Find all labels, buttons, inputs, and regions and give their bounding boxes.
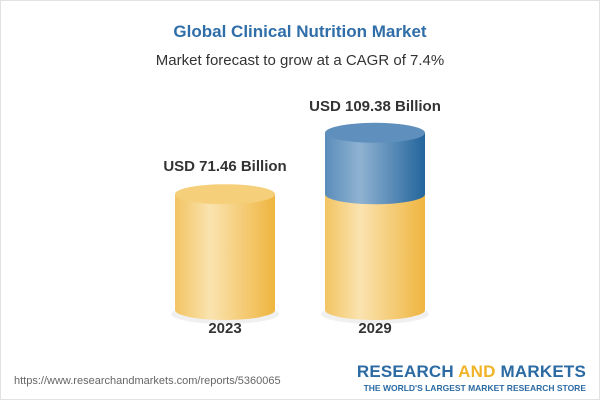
- category-label-2023: 2023: [208, 320, 241, 337]
- brand-logo: RESEARCH AND MARKETS THE WORLD'S LARGEST…: [356, 362, 586, 393]
- chart-title: Global Clinical Nutrition Market: [173, 22, 427, 41]
- cylinder-growth-2029-top: [325, 122, 425, 143]
- data-label-2029: USD 109.38 Billion: [309, 98, 441, 115]
- cylinder-2023-top: [175, 184, 275, 205]
- chart-subtitle: Market forecast to grow at a CAGR of 7.4…: [155, 52, 445, 69]
- source-url[interactable]: https://www.researchandmarkets.com/repor…: [14, 375, 281, 387]
- cylinder-base-2029-body: [325, 194, 425, 320]
- category-label-2029: 2029: [358, 320, 391, 337]
- data-label-2023: USD 71.46 Billion: [163, 158, 286, 175]
- cylinder-growth-2029-body: [325, 132, 425, 205]
- cylinder-2023-body: [175, 194, 275, 320]
- brand-tagline: THE WORLD'S LARGEST MARKET RESEARCH STOR…: [363, 383, 586, 393]
